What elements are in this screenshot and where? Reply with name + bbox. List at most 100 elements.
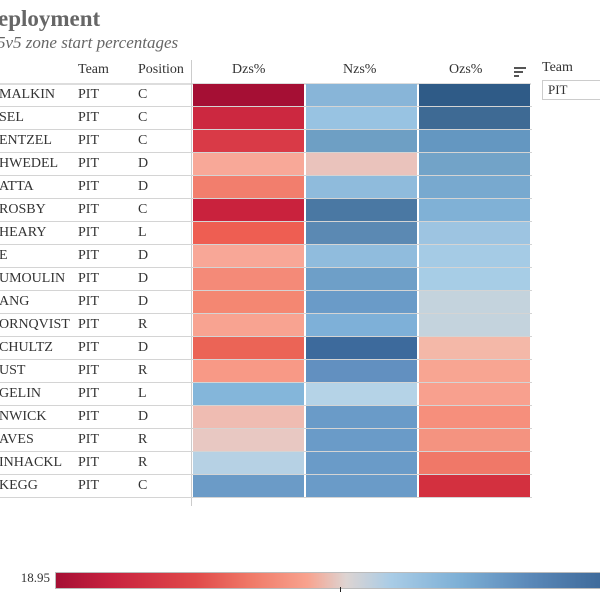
table-body: MALKIN PIT C SEL PIT C ENTZEL PIT C HWEDEL PIT D ATT… (0, 84, 532, 498)
dzs-heat-cell (193, 245, 304, 267)
column-header-team[interactable]: Team (78, 62, 109, 77)
player-name: UMOULIN (0, 271, 66, 286)
dzs-heat-cell (193, 130, 304, 152)
position-cell: D (138, 156, 149, 171)
team-cell: PIT (78, 294, 99, 309)
nzs-heat-cell (306, 107, 417, 129)
player-name: KEGG (0, 478, 38, 493)
player-name: UST (0, 363, 26, 378)
table-row[interactable]: ENTZEL PIT C (0, 130, 532, 153)
nzs-heat-cell (306, 291, 417, 313)
player-name: ANG (0, 294, 30, 309)
dzs-heat-cell (193, 360, 304, 382)
legend-min-label: 18.95 (20, 570, 50, 585)
dzs-heat-cell (193, 452, 304, 474)
position-cell: R (138, 455, 148, 470)
table-row[interactable]: NWICK PIT D (0, 406, 532, 429)
nzs-heat-cell (306, 314, 417, 336)
team-cell: PIT (78, 87, 99, 102)
dzs-heat-cell (193, 153, 304, 175)
table-row[interactable]: CHULTZ PIT D (0, 337, 532, 360)
column-header-nzs[interactable]: Nzs% (343, 62, 377, 77)
dzs-heat-cell (193, 337, 304, 359)
table-row[interactable]: UMOULIN PIT D (0, 268, 532, 291)
ozs-heat-cell (419, 130, 530, 152)
ozs-heat-cell (419, 291, 530, 313)
player-name: CHULTZ (0, 340, 53, 355)
team-cell: PIT (78, 202, 99, 217)
nzs-heat-cell (306, 130, 417, 152)
table-row[interactable]: INHACKL PIT R (0, 452, 532, 475)
nzs-heat-cell (306, 199, 417, 221)
ozs-heat-cell (419, 153, 530, 175)
dzs-heat-cell (193, 314, 304, 336)
team-cell: PIT (78, 432, 99, 447)
player-name: ATTA (0, 179, 34, 194)
nzs-heat-cell (306, 383, 417, 405)
team-filter-label: Team (542, 60, 573, 75)
position-cell: R (138, 363, 148, 378)
table-row[interactable]: HEARY PIT L (0, 222, 532, 245)
ozs-heat-cell (419, 176, 530, 198)
ozs-heat-cell (419, 222, 530, 244)
dzs-heat-cell (193, 84, 304, 106)
dzs-heat-cell (193, 107, 304, 129)
team-filter-select[interactable]: PIT (542, 80, 600, 100)
column-header-dzs[interactable]: Dzs% (232, 62, 266, 77)
ozs-heat-cell (419, 360, 530, 382)
position-cell: C (138, 87, 148, 102)
ozs-heat-cell (419, 452, 530, 474)
table-row[interactable]: ORNQVIST PIT R (0, 314, 532, 337)
nzs-heat-cell (306, 222, 417, 244)
table-row[interactable]: KEGG PIT C (0, 475, 532, 498)
nzs-heat-cell (306, 153, 417, 175)
team-cell: PIT (78, 409, 99, 424)
team-cell: PIT (78, 271, 99, 286)
position-cell: D (138, 340, 149, 355)
position-cell: L (138, 386, 147, 401)
position-cell: D (138, 409, 149, 424)
ozs-heat-cell (419, 383, 530, 405)
ozs-heat-cell (419, 314, 530, 336)
table-row[interactable]: AVES PIT R (0, 429, 532, 452)
table-row[interactable]: ROSBY PIT C (0, 199, 532, 222)
player-name: ROSBY (0, 202, 46, 217)
ozs-heat-cell (419, 107, 530, 129)
sort-icon[interactable] (514, 67, 526, 79)
position-cell: C (138, 110, 148, 125)
table-row[interactable]: MALKIN PIT C (0, 84, 532, 107)
nzs-heat-cell (306, 475, 417, 497)
team-cell: PIT (78, 455, 99, 470)
column-divider (191, 60, 192, 506)
nzs-heat-cell (306, 406, 417, 428)
nzs-heat-cell (306, 337, 417, 359)
player-name: E (0, 248, 8, 263)
table-row[interactable]: UST PIT R (0, 360, 532, 383)
column-header-ozs[interactable]: Ozs% (449, 62, 483, 77)
table-row[interactable]: E PIT D (0, 245, 532, 268)
table-row[interactable]: SEL PIT C (0, 107, 532, 130)
ozs-heat-cell (419, 84, 530, 106)
player-name: AVES (0, 432, 34, 447)
position-cell: C (138, 133, 148, 148)
position-cell: D (138, 271, 149, 286)
position-cell: D (138, 294, 149, 309)
position-cell: L (138, 225, 147, 240)
team-cell: PIT (78, 248, 99, 263)
table-row[interactable]: ATTA PIT D (0, 176, 532, 199)
table-row[interactable]: GELIN PIT L (0, 383, 532, 406)
column-header-position[interactable]: Position (138, 62, 184, 77)
dzs-heat-cell (193, 176, 304, 198)
dzs-heat-cell (193, 268, 304, 290)
player-name: SEL (0, 110, 24, 125)
table-row[interactable]: ANG PIT D (0, 291, 532, 314)
position-cell: D (138, 248, 149, 263)
table-row[interactable]: HWEDEL PIT D (0, 153, 532, 176)
dzs-heat-cell (193, 199, 304, 221)
nzs-heat-cell (306, 176, 417, 198)
player-name: NWICK (0, 409, 47, 424)
dzs-heat-cell (193, 291, 304, 313)
team-cell: PIT (78, 317, 99, 332)
player-name: MALKIN (0, 87, 55, 102)
position-cell: C (138, 202, 148, 217)
